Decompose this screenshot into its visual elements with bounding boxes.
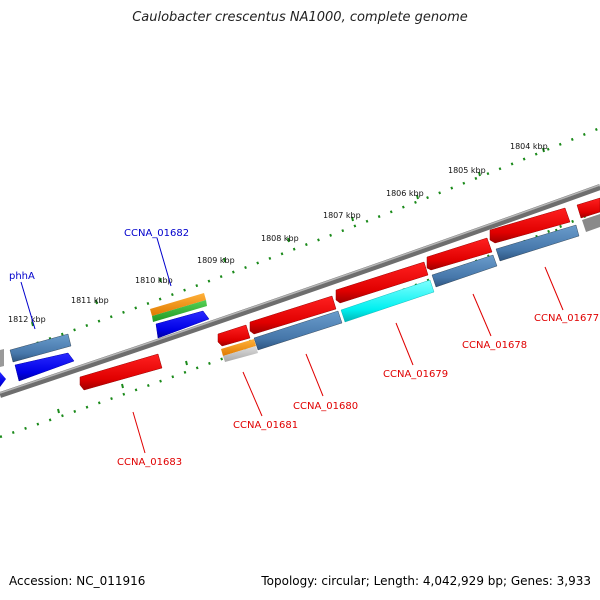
genome-backbone-highlight: [0, 184, 600, 394]
gene-labels: CCNA_01682 phhA CCNA_01677 CCNA_01678 CC…: [9, 228, 599, 468]
steelblue-feature: [9, 333, 72, 363]
cyan-feature: [340, 279, 435, 323]
cds-arrow: [79, 353, 163, 391]
steelblue-feature: [431, 254, 498, 288]
tick-label: 1810 kbp: [135, 276, 173, 285]
outer-major-ticks: [31, 147, 545, 327]
gene-label-ccna-01683: CCNA_01683: [117, 457, 182, 468]
cds-arrow: [489, 207, 571, 244]
map-title: Caulobacter crescentus NA1000, complete …: [132, 10, 468, 25]
steelblue-feature: [253, 310, 343, 351]
blue-arrow: [0, 372, 6, 387]
outer-tick-ring: [0, 126, 600, 358]
genome-summary-text: Topology: circular; Length: 4,042,929 bp…: [261, 574, 591, 588]
accession-text: Accession: NC_011916: [9, 574, 146, 588]
grey-feature: [582, 214, 600, 232]
gene-label-ccna-01677: CCNA_01677: [534, 313, 599, 324]
orange-feature: [150, 293, 206, 316]
tick-label: 1809 kbp: [197, 256, 235, 265]
tick-label: 1805 kbp: [448, 166, 486, 175]
steelblue-feature: [495, 224, 580, 262]
cds-arrow: [249, 295, 337, 335]
tick-label: 1804 kbp: [510, 142, 548, 151]
blue-arrow: [155, 310, 210, 339]
gene-label-ccna-01681: CCNA_01681: [233, 420, 298, 431]
gene-label-ccna-01680: CCNA_01680: [293, 401, 358, 412]
cds-arrow: [426, 237, 493, 271]
upper-left-features: [0, 293, 210, 387]
tick-label: 1811 kbp: [71, 296, 109, 305]
label-leader-lines: [20, 237, 564, 454]
cds-arrow: [335, 261, 429, 304]
gene-label-phha: phhA: [9, 271, 35, 282]
green-feature: [152, 300, 207, 322]
blue-arrow: [14, 352, 75, 382]
tick-label: 1807 kbp: [323, 211, 361, 220]
kbp-tick-labels: 1804 kbp 1805 kbp 1806 kbp 1807 kbp 1808…: [8, 142, 548, 324]
gene-label-ccna-01682: CCNA_01682: [124, 228, 189, 239]
tick-label: 1806 kbp: [386, 189, 424, 198]
gene-label-ccna-01678: CCNA_01678: [462, 340, 527, 351]
cds-arrow: [576, 197, 600, 219]
forward-strand-features: [79, 197, 600, 391]
grey-feature: [0, 349, 4, 367]
orange-feature: [221, 339, 256, 356]
cds-arrow: [217, 324, 251, 347]
genome-backbone: [0, 184, 600, 398]
gene-label-ccna-01679: CCNA_01679: [383, 369, 448, 380]
tick-label: 1812 kbp: [8, 315, 46, 324]
second-track-features: [221, 214, 600, 362]
grey-feature: [223, 346, 258, 362]
tick-label: 1808 kbp: [261, 234, 299, 243]
